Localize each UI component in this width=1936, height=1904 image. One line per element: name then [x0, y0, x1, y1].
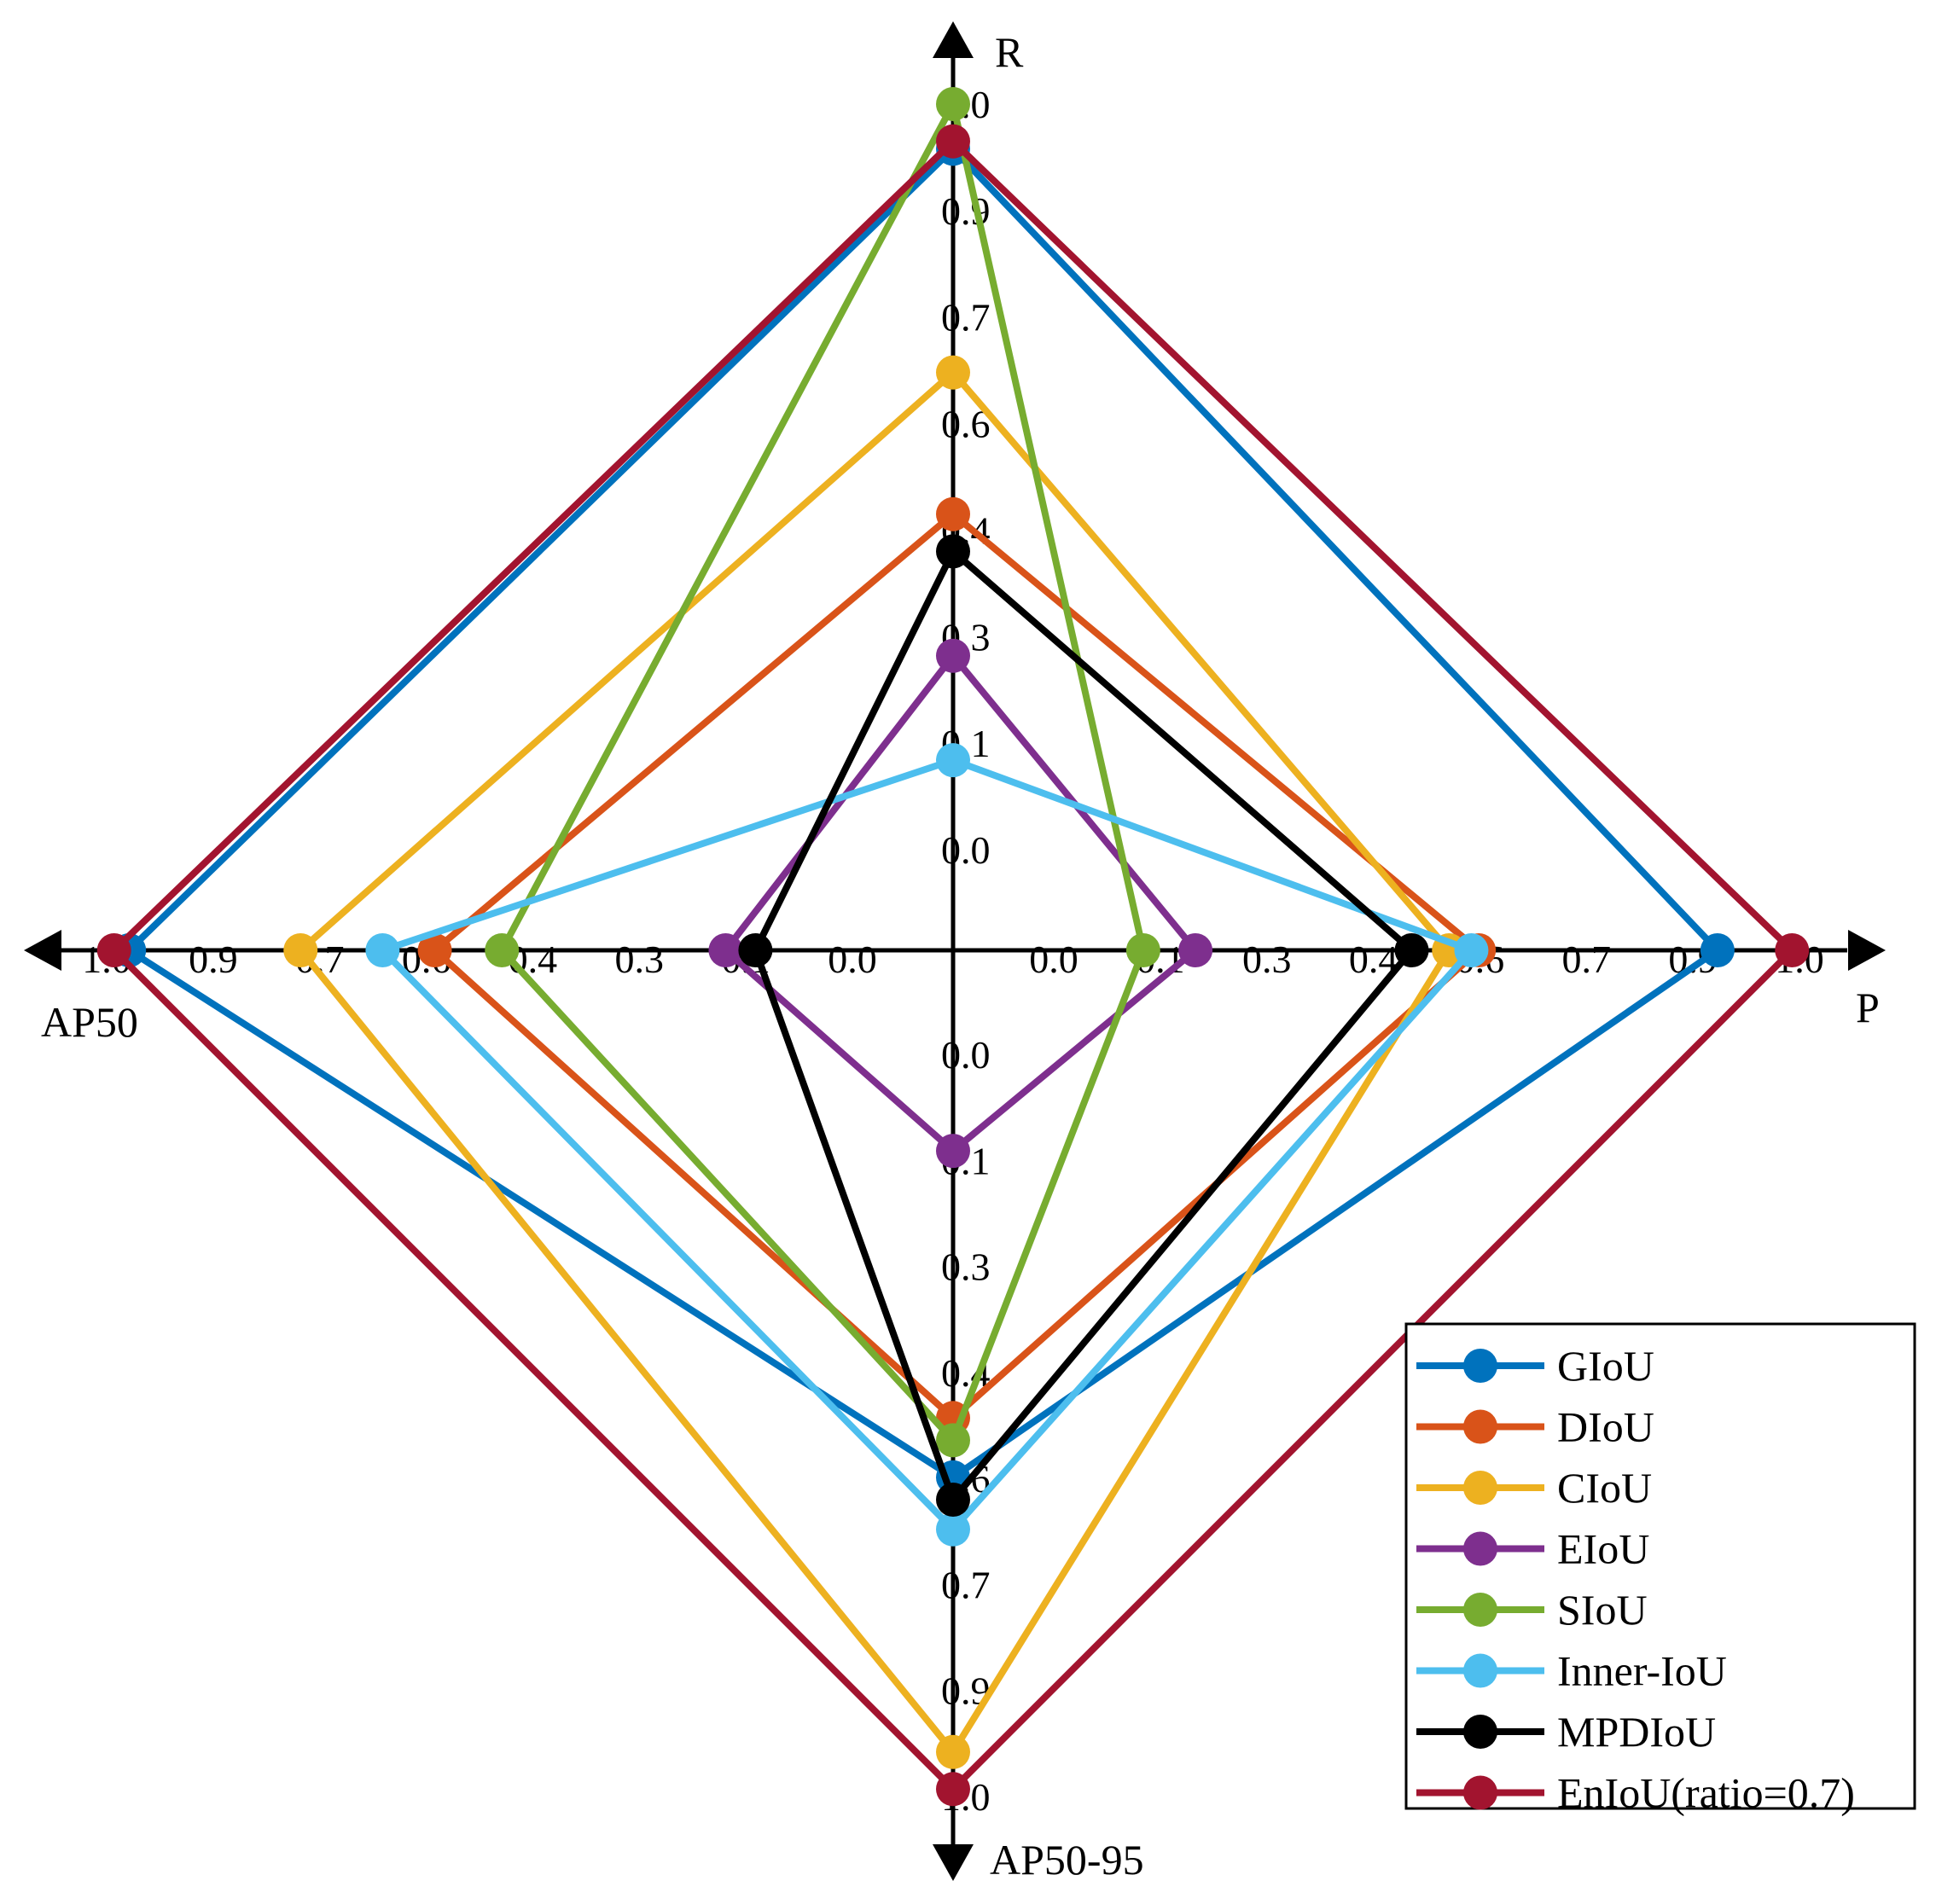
data-point-siou-ap50-95 — [936, 1423, 970, 1458]
data-point-inner-iou-r — [936, 743, 970, 778]
data-point-eiou-r — [936, 638, 970, 673]
legend-label-giou: GIoU — [1557, 1342, 1654, 1390]
data-point-ciou-ap50 — [283, 933, 318, 967]
tick-label-ap50-95-0: 0.0 — [941, 1033, 991, 1077]
data-point-eiou-ap50-95 — [936, 1134, 970, 1169]
tick-label-r-5: 0.7 — [941, 296, 991, 340]
legend: GIoU DIoU CIoU EIoU SIoU Inner-IoU MPDIoU EnIoU… — [1404, 1322, 1916, 1817]
data-point-siou-r — [936, 87, 970, 121]
tick-label-ap50-0: 0.0 — [828, 937, 877, 981]
legend-label-siou: SIoU — [1557, 1586, 1648, 1634]
data-point-ciou-r — [936, 355, 970, 390]
legend-item-siou: SIoU — [1416, 1586, 1648, 1634]
tick-label-p-5: 0.7 — [1562, 937, 1612, 981]
axis-label-ap50: AP50 — [41, 998, 138, 1046]
series-giou — [112, 131, 1735, 1495]
legend-label-eiou: EIoU — [1557, 1525, 1649, 1573]
data-point-eniou-ratio-0-7-r — [936, 124, 970, 159]
axes-layer: R P AP50-95 AP50 — [24, 21, 1886, 1884]
legend-marker-inner-iou — [1463, 1653, 1497, 1688]
data-point-giou-p — [1700, 933, 1735, 967]
data-point-diou-r — [936, 496, 970, 531]
legend-item-eniou-ratio-0-7: EnIoU(ratio=0.7) — [1416, 1769, 1855, 1817]
legend-item-eiou: EIoU — [1416, 1525, 1649, 1573]
series-line-giou — [125, 145, 1721, 1481]
axis-label-ap50-95: AP50-95 — [990, 1836, 1144, 1884]
data-point-eiou-ap50 — [708, 933, 743, 967]
tick-label-p-0: 0.0 — [1029, 937, 1078, 981]
legend-label-inner-iou: Inner-IoU — [1557, 1647, 1727, 1695]
legend-marker-siou — [1463, 1593, 1497, 1627]
arrow-up-icon — [933, 21, 974, 58]
legend-item-giou: GIoU — [1416, 1342, 1654, 1390]
data-point-eniou-ratio-0-7-ap50-95 — [936, 1772, 970, 1807]
legend-marker-mpdiou — [1463, 1715, 1497, 1749]
series-mpdiou — [738, 534, 1429, 1517]
series-eiou — [708, 638, 1213, 1169]
series-inner-iou — [365, 743, 1489, 1547]
data-point-mpdiou-ap50-95 — [936, 1483, 970, 1517]
legend-label-eniou-ratio-0-7: EnIoU(ratio=0.7) — [1557, 1769, 1855, 1817]
tick-label-r-0: 0.0 — [941, 828, 991, 872]
series-siou — [485, 87, 1160, 1458]
data-point-diou-ap50 — [417, 933, 452, 967]
legend-item-inner-iou: Inner-IoU — [1416, 1647, 1727, 1695]
data-point-siou-ap50 — [485, 933, 520, 967]
legend-item-mpdiou: MPDIoU — [1416, 1708, 1716, 1756]
legend-marker-eniou-ratio-0-7 — [1463, 1775, 1497, 1810]
legend-label-mpdiou: MPDIoU — [1557, 1708, 1716, 1756]
data-point-ciou-ap50-95 — [936, 1734, 970, 1769]
axis-label-p: P — [1856, 984, 1880, 1031]
tick-label-ap50-95-2: 0.3 — [941, 1245, 991, 1289]
series-ciou — [283, 355, 1467, 1769]
tick-label-ap50-6: 0.9 — [189, 937, 238, 981]
legend-label-ciou: CIoU — [1557, 1464, 1652, 1512]
data-point-inner-iou-ap50-95 — [936, 1512, 970, 1547]
data-point-eniou-ratio-0-7-ap50 — [96, 933, 131, 967]
series-eniou-ratio-0-7 — [96, 124, 1810, 1807]
arrow-down-icon — [933, 1844, 974, 1881]
data-point-eniou-ratio-0-7-p — [1775, 933, 1810, 967]
legend-marker-eiou — [1463, 1531, 1497, 1566]
arrow-right-icon — [1848, 930, 1886, 971]
data-point-eiou-p — [1178, 933, 1213, 967]
data-point-mpdiou-r — [936, 534, 970, 569]
data-point-inner-iou-ap50 — [365, 933, 400, 967]
tick-label-ap50-95-5: 0.7 — [941, 1563, 991, 1606]
tick-label-ap50-2: 0.3 — [615, 937, 665, 981]
data-point-siou-p — [1125, 933, 1160, 967]
tick-label-p-2: 0.3 — [1242, 937, 1292, 981]
legend-marker-ciou — [1463, 1471, 1497, 1505]
legend-label-diou: DIoU — [1557, 1403, 1654, 1451]
data-point-inner-iou-p — [1454, 933, 1489, 967]
series-layer — [96, 87, 1810, 1807]
legend-item-ciou: CIoU — [1416, 1464, 1652, 1512]
legend-item-diou: DIoU — [1416, 1403, 1654, 1451]
data-point-mpdiou-p — [1394, 933, 1429, 967]
data-point-mpdiou-ap50 — [738, 933, 773, 967]
legend-marker-diou — [1463, 1409, 1497, 1444]
legend-marker-giou — [1463, 1349, 1497, 1383]
axis-label-r: R — [995, 28, 1024, 76]
arrow-left-icon — [24, 930, 61, 971]
